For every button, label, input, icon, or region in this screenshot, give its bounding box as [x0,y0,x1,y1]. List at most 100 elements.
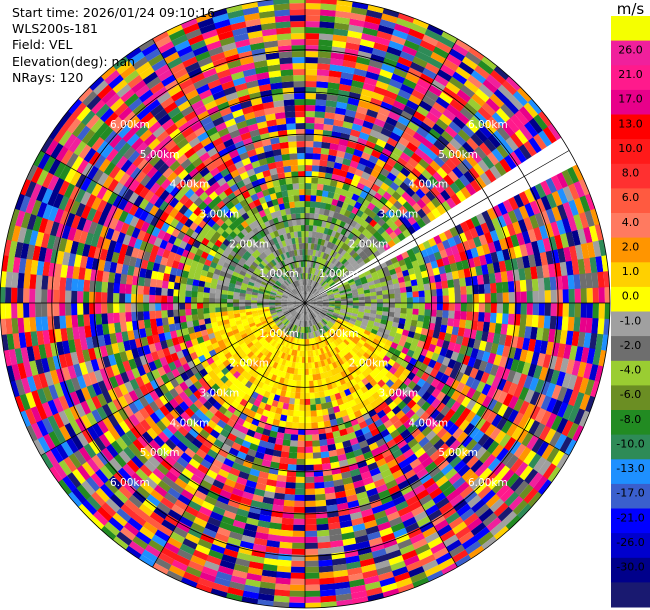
range-gate [352,174,362,183]
range-gate [426,201,437,212]
range-gate [328,280,335,286]
range-gate [305,141,314,148]
range-gate [305,129,315,136]
range-gate [337,247,344,255]
range-gate [410,152,423,164]
range-gate [414,50,431,63]
range-gate [349,249,356,257]
range-gate [357,50,373,60]
range-gate [318,165,327,173]
range-gate [399,152,412,163]
range-gate [305,195,311,202]
range-gate [371,123,384,134]
range-gate [313,141,323,148]
range-gate [322,281,328,287]
range-gate [354,168,364,178]
range-gate [315,276,321,283]
range-gate [527,98,543,115]
range-gate [401,131,414,143]
range-gate [419,184,431,195]
range-gate [326,277,332,283]
range-gate [305,219,310,226]
range-gate [524,121,539,138]
range-gate [387,239,396,248]
range-gate [528,118,544,135]
range-gate [305,177,312,184]
range-gate [449,182,461,195]
range-gate [403,210,413,221]
range-gate [421,204,432,216]
range-gate [427,24,445,37]
range-gate [380,127,393,138]
range-gate [335,261,342,268]
range-gate [467,97,483,112]
range-gate [305,189,312,196]
range-gate [445,81,461,95]
range-gate [390,105,404,117]
range-gate [344,230,351,238]
range-gate [305,213,310,220]
range-gate [392,29,409,40]
range-gate [309,267,313,274]
range-gate [432,101,447,115]
range-gate [327,248,333,255]
range-gate [334,231,341,239]
range-gate [415,188,426,199]
range-gate [309,286,313,293]
range-gate [337,89,351,98]
range-gate [305,171,313,178]
range-gate [359,94,373,104]
range-gate [321,135,332,144]
range-gate [391,191,402,201]
range-gate [329,271,335,278]
range-gate [420,194,432,206]
range-gate [416,126,429,139]
range-gate [321,272,327,279]
range-gate [323,178,332,186]
range-gate [381,148,393,158]
range-gate [456,162,469,175]
range-gate [342,60,357,69]
range-gate [315,256,320,264]
range-gate [377,74,392,85]
range-gate [398,205,408,215]
range-gate [327,154,337,163]
range-gate [501,80,518,96]
range-gate [397,12,415,24]
range-gate [311,165,320,172]
range-gate [406,34,423,46]
range-gate [326,197,334,205]
range-gate [328,210,335,218]
range-gate [339,256,346,263]
range-gate [346,103,359,112]
range-gate [414,163,426,174]
range-gate [323,240,329,247]
range-gate [337,262,344,270]
range-gate [466,137,480,151]
range-gate [353,68,368,78]
range-gate [388,111,401,122]
range-gate [382,95,396,106]
range-gate [365,193,374,203]
range-gate [396,171,408,182]
range-gate [317,277,322,283]
range-gate [342,183,351,192]
range-gate [305,57,319,64]
range-gate [313,290,319,295]
range-gate [305,75,318,82]
range-gate [386,46,403,57]
range-gate [349,160,360,169]
range-gate [316,81,329,89]
range-gate [329,143,340,151]
range-gate [328,70,343,78]
range-gate [489,93,505,109]
range-gate [310,249,314,256]
range-gate [380,182,390,192]
range-gate [351,1,370,10]
range-gate [360,243,368,251]
range-gate [419,121,433,134]
range-gate [348,198,357,207]
range-gate [426,211,437,222]
range-gate [445,158,457,171]
